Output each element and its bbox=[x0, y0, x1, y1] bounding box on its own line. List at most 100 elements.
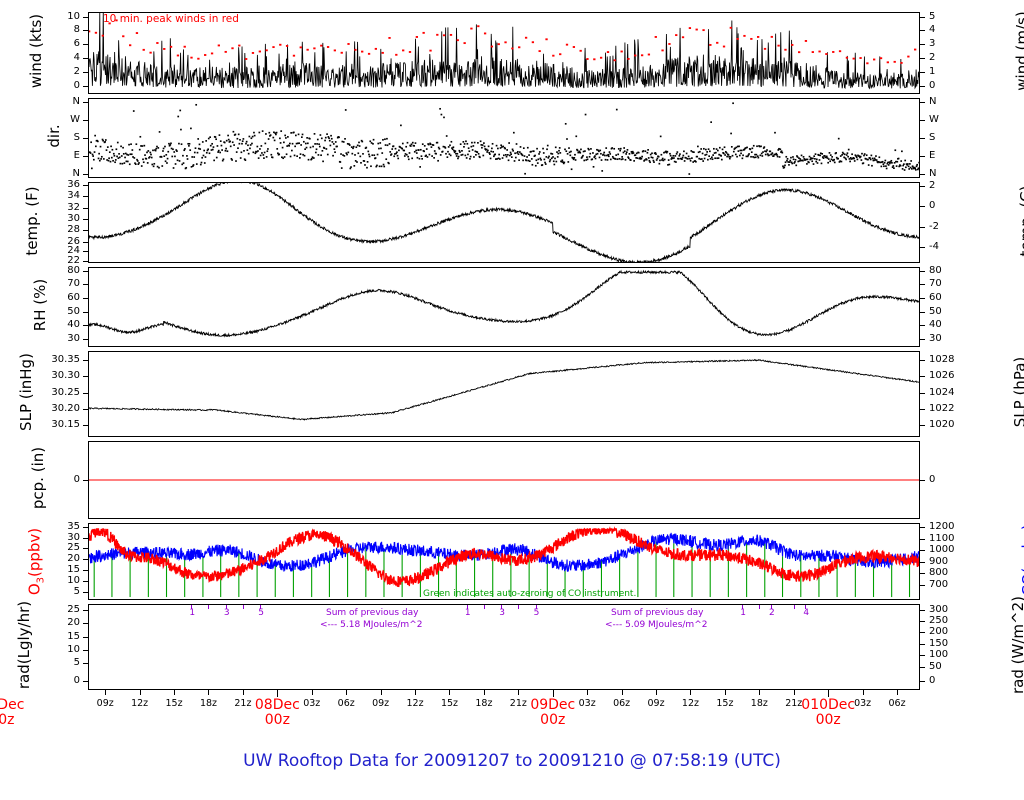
rad-purple-tick-label: 3 bbox=[223, 608, 230, 618]
y-tick-label: 100 bbox=[929, 648, 949, 660]
rh-plot bbox=[89, 269, 919, 338]
y-tick-label: 5 bbox=[73, 657, 80, 669]
y-tick-label: 0 bbox=[929, 200, 936, 212]
y-tick-label: 80 bbox=[929, 264, 942, 276]
y-tick-label: 2 bbox=[929, 180, 936, 192]
x-hour-label: 21z bbox=[234, 698, 252, 709]
y-tick-mark bbox=[83, 208, 88, 209]
y-tick-mark bbox=[83, 548, 88, 549]
x-hour-label: 03z bbox=[303, 698, 321, 709]
y-tick-mark bbox=[920, 527, 925, 528]
x-tick-mark bbox=[553, 690, 554, 697]
rad-purple-tick-label: 4 bbox=[803, 608, 810, 618]
y-tick-label: 6 bbox=[73, 38, 80, 50]
y-tick-label: 0 bbox=[929, 474, 936, 485]
y-tick-mark bbox=[920, 284, 925, 285]
y-tick-mark bbox=[920, 480, 925, 481]
y-tick-mark bbox=[83, 663, 88, 664]
x-hour-label: 06z bbox=[613, 698, 631, 709]
y-tick-label: 70 bbox=[67, 278, 80, 290]
x-hour-label: 15z bbox=[716, 698, 734, 709]
x-day-label: 09Dec 00z bbox=[530, 697, 576, 728]
y-tick-label: 1000 bbox=[929, 544, 955, 556]
rad-purple-tick-mark bbox=[467, 605, 468, 609]
wind-plot bbox=[89, 13, 919, 90]
y-tick-mark bbox=[920, 667, 925, 668]
y-tick-label: 30.15 bbox=[51, 419, 80, 431]
y-tick-mark bbox=[920, 17, 925, 18]
y-tick-label: 50 bbox=[67, 305, 80, 317]
y-tick-label: 300 bbox=[929, 604, 949, 616]
y-tick-label: S bbox=[73, 132, 80, 143]
x-hour-label: 15z bbox=[440, 698, 459, 709]
direction-plot bbox=[89, 102, 919, 175]
panel-relative-humidity bbox=[88, 267, 920, 347]
y-tick-label: 200 bbox=[929, 626, 949, 638]
panel-temperature bbox=[88, 182, 920, 263]
y-tick-mark bbox=[83, 185, 88, 186]
y-tick-mark bbox=[83, 409, 88, 410]
rad-purple-tick-mark bbox=[536, 605, 537, 609]
y-tick-mark bbox=[83, 581, 88, 582]
y-tick-label: 36 bbox=[67, 178, 80, 190]
y-tick-label: 30 bbox=[67, 532, 80, 543]
wind-annotation: 10 min. peak winds in red bbox=[103, 13, 239, 25]
y-tick-label: 0 bbox=[73, 80, 80, 92]
y-tick-label: 28 bbox=[67, 224, 80, 236]
y-tick-mark bbox=[83, 251, 88, 252]
y-tick-label: -2 bbox=[929, 220, 939, 232]
y-tick-mark bbox=[920, 610, 925, 611]
y-tick-mark bbox=[83, 174, 88, 175]
axis-title-right-wind: wind (m/s) bbox=[1013, 11, 1024, 91]
x-tick-mark bbox=[587, 690, 588, 695]
y-tick-mark bbox=[83, 592, 88, 593]
panel-direction bbox=[88, 98, 920, 178]
y-tick-mark bbox=[920, 632, 925, 633]
y-tick-mark bbox=[83, 219, 88, 220]
y-tick-label: 35 bbox=[67, 521, 80, 533]
y-tick-label: 15 bbox=[67, 563, 80, 575]
rad-purple-tick-label: 1 bbox=[740, 608, 746, 618]
y-tick-label: 1024 bbox=[929, 386, 955, 398]
y-tick-mark bbox=[920, 72, 925, 73]
y-tick-label: 30.35 bbox=[51, 354, 80, 366]
axis-title-left-wind: wind (kts) bbox=[27, 13, 45, 89]
y-tick-mark bbox=[83, 242, 88, 243]
y-tick-label: 1022 bbox=[929, 403, 955, 415]
x-hour-label: 09z bbox=[96, 698, 114, 709]
y-tick-mark bbox=[920, 206, 925, 207]
x-tick-mark bbox=[897, 690, 898, 695]
co-annotation: Green indicates auto-zeroing of CO instr… bbox=[423, 589, 637, 599]
y-tick-mark bbox=[83, 284, 88, 285]
axis-title-left-dir: dir. bbox=[45, 124, 63, 148]
x-hour-label: 06z bbox=[888, 698, 906, 709]
y-tick-mark bbox=[83, 17, 88, 18]
y-tick-mark bbox=[83, 156, 88, 157]
y-tick-mark bbox=[83, 30, 88, 31]
rad-sum-value-1: <--- 5.18 MJoules/m^2 bbox=[320, 620, 423, 630]
y-tick-mark bbox=[83, 637, 88, 638]
y-tick-label: 24 bbox=[67, 245, 80, 257]
y-tick-label: 30 bbox=[929, 333, 942, 344]
rad-purple-tick-mark bbox=[260, 605, 261, 609]
x-tick-mark bbox=[140, 690, 141, 695]
x-tick-mark bbox=[518, 690, 519, 695]
y-tick-mark bbox=[83, 623, 88, 624]
y-tick-mark bbox=[83, 58, 88, 59]
x-tick-mark bbox=[863, 690, 864, 695]
precipitation-plot bbox=[89, 479, 919, 481]
page-title: UW Rooftop Data for 20091207 to 20091210… bbox=[243, 751, 781, 771]
axis-title-left-rad: rad(Lgly/hr) bbox=[15, 600, 33, 690]
y-tick-mark bbox=[920, 360, 925, 361]
y-tick-label: 10 bbox=[67, 10, 80, 22]
y-tick-label: 10 bbox=[67, 644, 80, 655]
rad-purple-tick-label: 1 bbox=[464, 608, 471, 618]
y-tick-label: 3 bbox=[929, 38, 936, 50]
y-tick-label: 30 bbox=[67, 212, 80, 224]
y-tick-label: 60 bbox=[929, 292, 942, 304]
y-tick-mark bbox=[83, 650, 88, 651]
y-tick-label: 1100 bbox=[929, 532, 955, 544]
x-tick-mark bbox=[759, 690, 760, 695]
y-tick-label: 20 bbox=[67, 617, 80, 629]
y-tick-mark bbox=[920, 325, 925, 326]
